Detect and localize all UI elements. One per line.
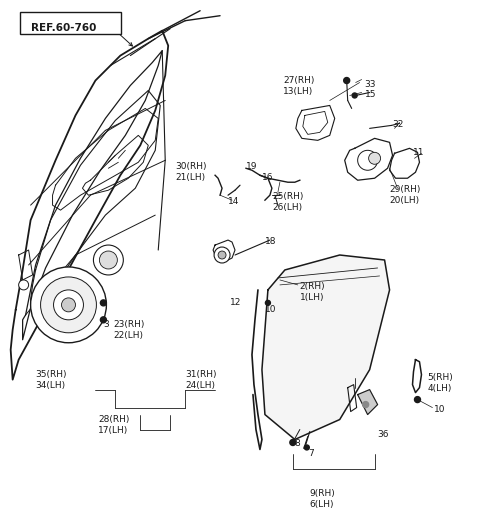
- Text: 10: 10: [434, 405, 446, 413]
- Text: 14: 14: [228, 197, 240, 206]
- Text: 31(RH): 31(RH): [185, 370, 216, 379]
- Text: 13(LH): 13(LH): [283, 87, 313, 95]
- Text: 4(LH): 4(LH): [428, 384, 452, 393]
- Text: 23(RH): 23(RH): [113, 320, 145, 329]
- Circle shape: [304, 445, 309, 450]
- Text: 9(RH): 9(RH): [310, 490, 336, 498]
- Text: 30(RH): 30(RH): [175, 162, 207, 171]
- Circle shape: [363, 401, 369, 408]
- Circle shape: [344, 78, 350, 83]
- Text: 11: 11: [412, 148, 424, 157]
- Text: 32: 32: [393, 120, 404, 130]
- Circle shape: [352, 93, 357, 98]
- Text: 29(RH): 29(RH): [390, 185, 421, 194]
- Text: 2(RH): 2(RH): [300, 282, 325, 291]
- Circle shape: [369, 152, 381, 164]
- Text: 19: 19: [246, 162, 257, 171]
- Circle shape: [31, 267, 107, 343]
- Text: 24(LH): 24(LH): [185, 381, 215, 390]
- Text: 5(RH): 5(RH): [428, 372, 453, 382]
- Text: 33: 33: [365, 80, 376, 89]
- Text: 17(LH): 17(LH): [98, 425, 129, 435]
- Circle shape: [358, 150, 378, 170]
- Text: 25(RH): 25(RH): [272, 192, 303, 201]
- Text: 36: 36: [378, 429, 389, 439]
- Circle shape: [290, 439, 296, 445]
- Text: 16: 16: [262, 173, 274, 182]
- Text: 1(LH): 1(LH): [300, 293, 324, 302]
- Circle shape: [54, 290, 84, 320]
- Text: 3: 3: [103, 320, 109, 329]
- Circle shape: [19, 280, 29, 290]
- Text: 10: 10: [265, 305, 276, 314]
- Text: 6(LH): 6(LH): [310, 500, 334, 509]
- Text: 35(RH): 35(RH): [36, 370, 67, 379]
- Text: 20(LH): 20(LH): [390, 196, 420, 205]
- Text: 8: 8: [295, 439, 300, 449]
- Text: 7: 7: [308, 450, 313, 458]
- Circle shape: [265, 300, 270, 306]
- Polygon shape: [262, 255, 390, 439]
- Circle shape: [415, 397, 420, 402]
- Circle shape: [94, 245, 123, 275]
- Circle shape: [41, 277, 96, 333]
- Text: REF.60-760: REF.60-760: [31, 23, 96, 33]
- Text: 27(RH): 27(RH): [283, 76, 314, 84]
- Circle shape: [61, 298, 75, 312]
- Polygon shape: [358, 390, 378, 414]
- Circle shape: [100, 317, 107, 323]
- Circle shape: [218, 251, 226, 259]
- Text: 18: 18: [265, 237, 276, 246]
- Text: 12: 12: [230, 298, 241, 307]
- FancyBboxPatch shape: [20, 12, 121, 34]
- Circle shape: [99, 251, 117, 269]
- Circle shape: [100, 300, 107, 306]
- Text: 26(LH): 26(LH): [272, 203, 302, 212]
- Text: 22(LH): 22(LH): [113, 331, 144, 340]
- Text: 28(RH): 28(RH): [98, 414, 130, 424]
- Circle shape: [214, 247, 230, 263]
- Text: 15: 15: [365, 91, 376, 99]
- Text: 21(LH): 21(LH): [175, 173, 205, 182]
- Text: 34(LH): 34(LH): [36, 381, 66, 390]
